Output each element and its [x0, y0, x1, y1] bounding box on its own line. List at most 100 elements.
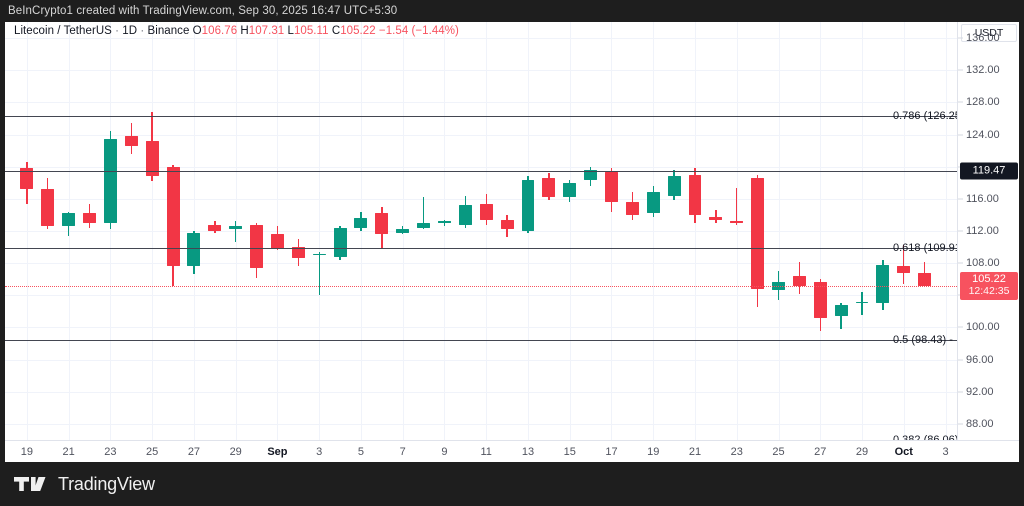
candle-body[interactable] — [479, 203, 493, 220]
fib-05-line[interactable] — [5, 340, 957, 342]
candle-body[interactable] — [855, 301, 869, 304]
candle-body[interactable] — [625, 202, 639, 215]
candle-body[interactable] — [333, 227, 347, 257]
candle-body[interactable] — [918, 272, 932, 286]
price-tick-mark — [958, 391, 963, 393]
candle-body[interactable] — [584, 169, 598, 180]
grid-line-horizontal — [5, 263, 957, 265]
candle-wick — [861, 292, 863, 315]
time-tick-label: Sep — [267, 446, 288, 458]
grid-line-horizontal — [5, 134, 957, 136]
legend-symbol[interactable]: Litecoin / TetherUS — [14, 25, 112, 37]
candle-body[interactable] — [229, 226, 243, 230]
price-tick-label: 100.00 — [966, 321, 1000, 334]
last-price-value: 105.22 — [972, 272, 1006, 285]
legend-interval[interactable]: 1D — [122, 25, 138, 37]
candle-body[interactable] — [166, 166, 180, 267]
candle-body[interactable] — [605, 171, 618, 203]
time-tick-label: 13 — [521, 446, 535, 458]
grid-line-vertical — [653, 22, 655, 440]
legend-exchange[interactable]: Binance — [147, 25, 190, 37]
candle-body[interactable] — [417, 222, 431, 228]
candle-body[interactable] — [688, 174, 702, 215]
price-tick-label: 108.00 — [966, 257, 1000, 270]
price-tick-mark — [958, 198, 963, 200]
candle-body[interactable] — [563, 182, 577, 198]
candle-body[interactable] — [458, 205, 472, 225]
grid-line-vertical — [26, 22, 28, 440]
candle-body[interactable] — [62, 213, 76, 227]
legend-high-label: H — [240, 25, 249, 37]
candle-body[interactable] — [20, 168, 34, 190]
candle-body[interactable] — [41, 189, 55, 227]
candle-body[interactable] — [187, 232, 201, 267]
time-tick-label: 25 — [772, 446, 785, 458]
last-price-line — [5, 285, 957, 287]
candle-body[interactable] — [792, 276, 806, 286]
time-tick-label: 29 — [229, 446, 242, 458]
price-tick-label: 124.00 — [966, 128, 1000, 141]
candle-body[interactable] — [83, 213, 97, 223]
price-scale[interactable]: USDT 136.00132.00128.00124.00120.00116.0… — [957, 22, 1019, 440]
fib-0786-line[interactable] — [5, 116, 957, 118]
time-tick-label: Oct — [894, 446, 913, 458]
time-tick-label: 23 — [104, 446, 117, 458]
candle-body[interactable] — [103, 139, 117, 223]
grid-line-vertical — [110, 22, 112, 440]
fib-0618-label: 0.618 (109.91) - — [893, 241, 972, 254]
time-scale[interactable]: 19 21 23 25 27 29 Sep 3 5 7 9 11 13 15 17 19 21 23 25 27 29 O… — [5, 440, 1019, 462]
candle-body[interactable] — [354, 218, 368, 228]
candle-body[interactable] — [709, 216, 723, 220]
candle-wick — [318, 251, 320, 296]
candle-body[interactable] — [646, 192, 660, 214]
candle-body[interactable] — [124, 136, 138, 146]
price-tick-mark — [958, 326, 963, 328]
candle-body[interactable] — [876, 264, 890, 304]
candle-body[interactable] — [312, 253, 326, 256]
chart-plot-area[interactable] — [5, 22, 957, 440]
candle-body[interactable] — [834, 304, 848, 317]
candle-wick — [422, 197, 425, 230]
grid-line-horizontal — [5, 70, 957, 72]
fib-0618-line[interactable] — [5, 247, 957, 249]
candle-body[interactable] — [500, 219, 514, 230]
candle-body[interactable] — [145, 140, 159, 177]
grid-line-vertical — [152, 22, 154, 440]
legend-open-label: O — [192, 25, 202, 37]
candle-wick — [840, 303, 842, 330]
candle-body[interactable] — [250, 224, 264, 268]
grid-line-vertical — [569, 22, 571, 440]
legend-low-value: 105.11 — [293, 25, 329, 37]
grid-line-vertical — [736, 22, 738, 440]
marker-price-badge[interactable]: 119.47 — [960, 162, 1018, 180]
legend-separator-1: · — [115, 25, 120, 37]
candle-body[interactable] — [897, 266, 911, 273]
candle-body[interactable] — [751, 177, 765, 289]
candle-body[interactable] — [667, 176, 681, 196]
price-tick-mark — [958, 69, 963, 71]
candle-body[interactable] — [375, 213, 389, 235]
last-price-badge[interactable]: 105.22 12:42:35 — [960, 271, 1018, 300]
candle-body[interactable] — [437, 221, 451, 223]
tradingview-mark-icon — [14, 477, 46, 491]
attribution-bar: BeInCrypto1 created with TradingView.com… — [0, 0, 1024, 22]
time-tick-label: 11 — [480, 446, 492, 458]
candle-body[interactable] — [208, 224, 222, 231]
time-tick-label: 21 — [688, 446, 702, 458]
price-tick-mark — [958, 37, 963, 39]
candle-body[interactable] — [396, 229, 410, 233]
candle-body[interactable] — [270, 234, 284, 249]
price-tick-mark — [958, 359, 963, 361]
marker-line-line[interactable] — [5, 170, 957, 172]
candle-body[interactable] — [542, 177, 556, 198]
candle-body[interactable] — [813, 282, 827, 318]
candle-wick — [736, 187, 738, 225]
tradingview-logo[interactable]: TradingView — [14, 473, 155, 495]
candle-body[interactable] — [291, 247, 305, 259]
time-tick-label: 3 — [942, 446, 949, 458]
candle-body[interactable] — [521, 179, 535, 231]
currency-label: USDT — [961, 24, 1017, 42]
price-tick-label: 128.00 — [966, 96, 1000, 109]
candle-body[interactable] — [730, 221, 744, 223]
chart-panel[interactable]: Litecoin / TetherUS · 1D · Binance O106.… — [5, 22, 1019, 462]
